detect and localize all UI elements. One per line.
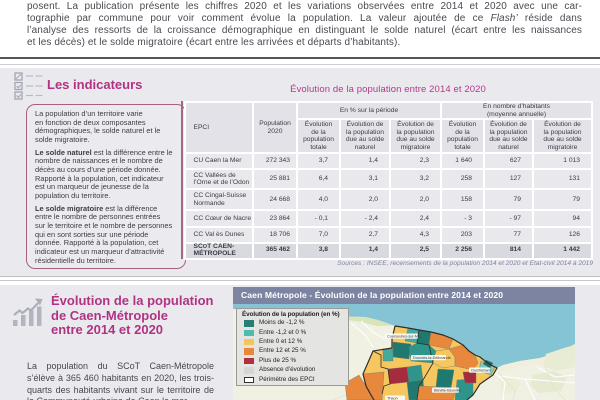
svg-text:Ouistreham: Ouistreham [471,369,491,373]
svg-text:Thaon: Thaon [387,396,398,400]
svg-text:Courseulles-sur-Mer: Courseulles-sur-Mer [387,335,422,339]
svg-text:Douvres-la-Délivrande: Douvres-la-Délivrande [413,356,451,360]
svg-text:Biéville-Beuville: Biéville-Beuville [434,389,461,393]
